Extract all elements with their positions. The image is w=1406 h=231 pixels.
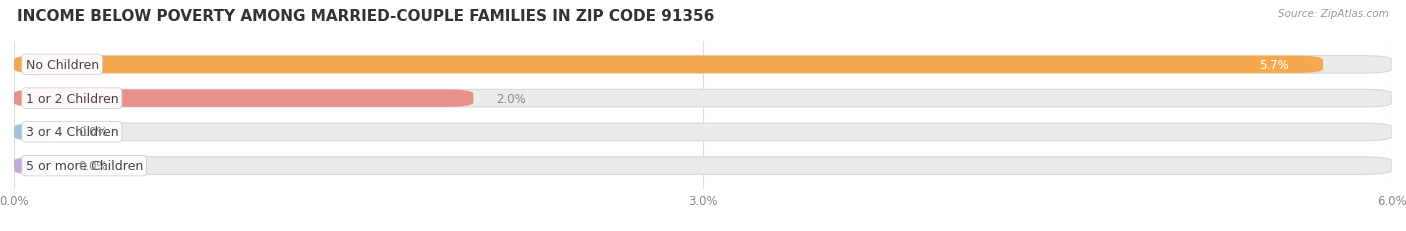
FancyBboxPatch shape: [14, 157, 55, 175]
FancyBboxPatch shape: [14, 124, 55, 141]
FancyBboxPatch shape: [14, 56, 1323, 74]
Text: 3 or 4 Children: 3 or 4 Children: [25, 126, 118, 139]
Text: 0.0%: 0.0%: [79, 159, 108, 172]
Text: 2.0%: 2.0%: [496, 92, 526, 105]
Text: 1 or 2 Children: 1 or 2 Children: [25, 92, 118, 105]
FancyBboxPatch shape: [14, 90, 1392, 107]
FancyBboxPatch shape: [14, 56, 1392, 74]
FancyBboxPatch shape: [14, 124, 1392, 141]
Text: 5.7%: 5.7%: [1258, 59, 1288, 72]
Text: INCOME BELOW POVERTY AMONG MARRIED-COUPLE FAMILIES IN ZIP CODE 91356: INCOME BELOW POVERTY AMONG MARRIED-COUPL…: [17, 9, 714, 24]
Text: 5 or more Children: 5 or more Children: [25, 159, 143, 172]
Text: No Children: No Children: [25, 59, 98, 72]
FancyBboxPatch shape: [14, 157, 1392, 175]
FancyBboxPatch shape: [14, 90, 474, 107]
Text: 0.0%: 0.0%: [79, 126, 108, 139]
Text: Source: ZipAtlas.com: Source: ZipAtlas.com: [1278, 9, 1389, 19]
